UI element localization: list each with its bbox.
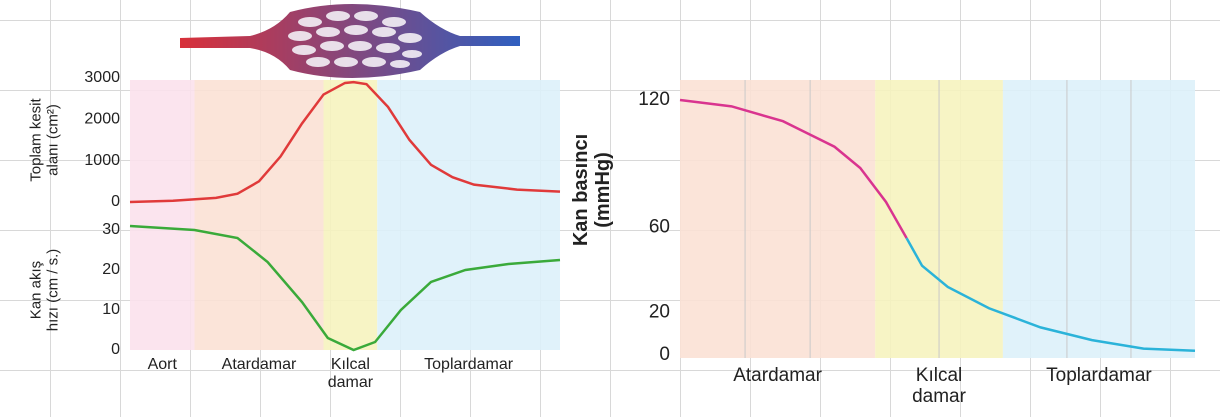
region xyxy=(680,80,875,358)
y-tick-label: 60 xyxy=(649,217,670,238)
y-axis-label: Kan basıncı (mmHg) xyxy=(570,134,614,246)
region xyxy=(130,80,195,350)
region xyxy=(377,80,560,350)
region-label: Kılcal damar xyxy=(875,366,1003,408)
y-tick-label: 3000 xyxy=(84,69,120,86)
region-label: Toplardamar xyxy=(377,356,560,374)
region-label: Aort xyxy=(130,356,195,374)
region xyxy=(324,80,378,350)
y-tick-label: 0 xyxy=(659,344,670,365)
y-tick-label: 2000 xyxy=(84,111,120,128)
vessel-illustration xyxy=(180,4,520,78)
region-label: Toplardamar xyxy=(1003,366,1195,387)
y-axis-label: Toplam kesit alanı (cm²) xyxy=(29,98,62,181)
y-tick-label: 30 xyxy=(102,221,120,238)
y-tick-label: 1000 xyxy=(84,152,120,169)
region xyxy=(1003,80,1195,358)
region-label: Kılcal damar xyxy=(324,356,378,391)
y-tick-label: 120 xyxy=(638,89,670,110)
y-tick-label: 10 xyxy=(102,301,120,318)
y-tick-label: 20 xyxy=(649,302,670,323)
y-tick-label: 0 xyxy=(111,193,120,210)
y-tick-label: 0 xyxy=(111,341,120,358)
region-label: Atardamar xyxy=(195,356,324,374)
figure: 0100020003000010203002060120 AortAtardam… xyxy=(0,0,1220,417)
y-tick-label: 20 xyxy=(102,261,120,278)
region-label: Atardamar xyxy=(680,366,875,387)
y-axis-label: Kan akış hızı (cm / s.) xyxy=(29,249,62,332)
